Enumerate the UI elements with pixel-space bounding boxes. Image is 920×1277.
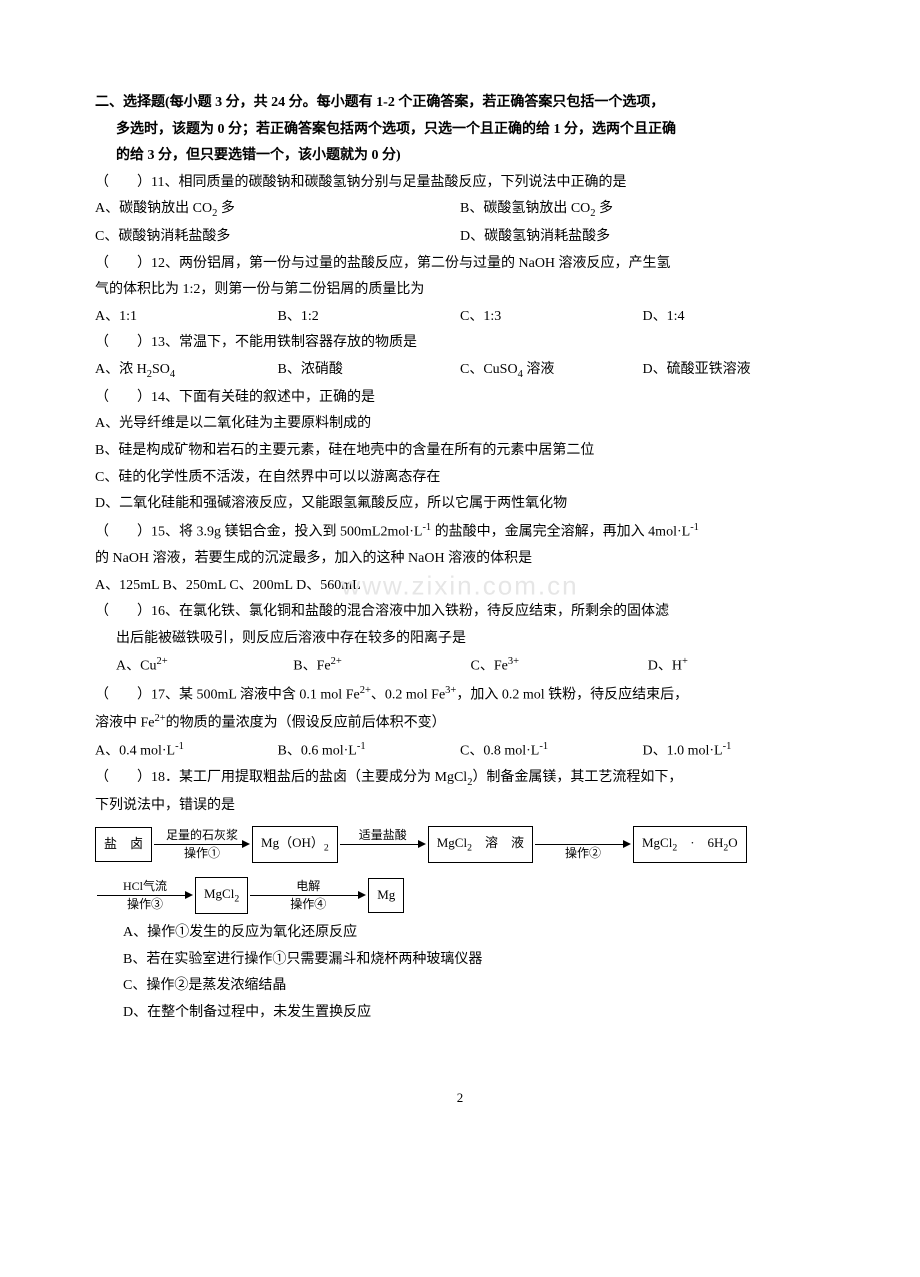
q12-optD: D、1:4 <box>643 304 826 331</box>
section-header-line1: 二、选择题(每小题 3 分，共 24 分。每小题有 1-2 个正确答案，若正确答… <box>95 90 825 117</box>
q17-optD: D、1.0 mol·L-1 <box>643 737 826 765</box>
q16-optB: B、Fe2+ <box>293 652 470 680</box>
q16-optC: C、Fe3+ <box>471 652 648 680</box>
q14-stem: （ ）14、下面有关硅的叙述中，正确的是 <box>95 385 825 412</box>
q15-stem2: 的 NaOH 溶液，若要生成的沉淀最多，加入的这种 NaOH 溶液的体积是 <box>95 546 825 573</box>
q17-optA: A、0.4 mol·L-1 <box>95 737 278 765</box>
flow-arrow-1: 足量的石灰浆 操作① <box>152 828 252 861</box>
q12-opts: A、1:1 B、1:2 C、1:3 D、1:4 <box>95 304 825 331</box>
q16-optA: A、Cu2+ <box>116 652 293 680</box>
flow-box-mgcl26h2o: MgCl2 · 6H2O <box>633 826 747 863</box>
q11-row1: A、碳酸钠放出 CO2 多 B、碳酸氢钠放出 CO2 多 <box>95 196 825 224</box>
q11-stem: （ ）11、相同质量的碳酸钠和碳酸氢钠分别与足量盐酸反应，下列说法中正确的是 <box>95 170 825 197</box>
flowchart-row1: 盐 卤 足量的石灰浆 操作① Mg（OH）2 适量盐酸 MgCl2 溶 液 操作… <box>95 826 825 863</box>
q12-stem2: 气的体积比为 1:2，则第一份与第二份铝屑的质量比为 <box>95 277 825 304</box>
q15-optB: B、250mL <box>163 578 226 593</box>
flow-arrow-3: 操作② <box>533 828 633 861</box>
q14-optB: B、硅是构成矿物和岩石的主要元素，硅在地壳中的含量在所有的元素中居第二位 <box>95 438 825 465</box>
page-number: 2 <box>95 1086 825 1111</box>
q15-stem1: （ ）15、将 3.9g 镁铝合金，投入到 500mL2mol·L-1 的盐酸中… <box>95 518 825 546</box>
q17-optC: C、0.8 mol·L-1 <box>460 737 643 765</box>
q12-optB: B、1:2 <box>278 304 461 331</box>
q16-stem2: 出后能被磁铁吸引，则反应后溶液中存在较多的阳离子是 <box>95 626 825 653</box>
flow-box-mgoh2: Mg（OH）2 <box>252 826 338 863</box>
q18-stem2: 下列说法中，错误的是 <box>95 793 825 820</box>
q18-optD: D、在整个制备过程中，未发生置换反应 <box>95 1000 825 1027</box>
q17-optB: B、0.6 mol·L-1 <box>278 737 461 765</box>
section-header-line3: 的给 3 分，但只要选错一个，该小题就为 0 分) <box>95 143 825 170</box>
q17-stem2: 溶液中 Fe2+的物质的量浓度为（假设反应前后体积不变） <box>95 709 825 737</box>
q12-optC: C、1:3 <box>460 304 643 331</box>
section-header-line2: 多选时，该题为 0 分；若正确答案包括两个选项，只选一个且正确的给 1 分，选两… <box>95 117 825 144</box>
q15-optA: A、125mL <box>95 578 159 593</box>
q13-optD: D、硫酸亚铁溶液 <box>643 357 826 385</box>
q15-optC: C、200mL <box>229 578 292 593</box>
q11-optC: C、碳酸钠消耗盐酸多 <box>95 224 460 251</box>
q14-optD: D、二氧化硅能和强碱溶液反应，又能跟氢氟酸反应，所以它属于两性氧化物 <box>95 491 825 518</box>
flowchart-row2: HCl气流 操作③ MgCl2 电解 操作④ Mg <box>95 877 825 914</box>
q13-optA: A、浓 H2SO4 <box>95 357 278 385</box>
q13-optB: B、浓硝酸 <box>278 357 461 385</box>
flow-arrow-4: HCl气流 操作③ <box>95 879 195 912</box>
flow-box-mgcl2sol: MgCl2 溶 液 <box>428 826 533 863</box>
flow-arrow-5: 电解 操作④ <box>248 879 368 912</box>
q12-stem1: （ ）12、两份铝屑，第一份与过量的盐酸反应，第二份与过量的 NaOH 溶液反应… <box>95 251 825 278</box>
q14-optA: A、光导纤维是以二氧化硅为主要原料制成的 <box>95 411 825 438</box>
q12-optA: A、1:1 <box>95 304 278 331</box>
q11-optA: A、碳酸钠放出 CO2 多 <box>95 196 460 224</box>
q18-optA: A、操作①发生的反应为氧化还原反应 <box>95 920 825 947</box>
q18-stem1: （ ）18．某工厂用提取粗盐后的盐卤（主要成分为 MgCl2）制备金属镁，其工艺… <box>95 765 825 793</box>
q16-stem1: （ ）16、在氯化铁、氯化铜和盐酸的混合溶液中加入铁粉，待反应结束，所剩余的固体… <box>95 599 825 626</box>
q13-stem: （ ）13、常温下，不能用铁制容器存放的物质是 <box>95 330 825 357</box>
q17-stem1: （ ）17、某 500mL 溶液中含 0.1 mol Fe2+、0.2 mol … <box>95 681 825 709</box>
flow-box-brine: 盐 卤 <box>95 827 152 862</box>
q11-optD: D、碳酸氢钠消耗盐酸多 <box>460 224 825 251</box>
q14-optC: C、硅的化学性质不活泼，在自然界中可以以游离态存在 <box>95 465 825 492</box>
q17-opts: A、0.4 mol·L-1 B、0.6 mol·L-1 C、0.8 mol·L-… <box>95 737 825 765</box>
q16-optD: D、H+ <box>648 652 825 680</box>
flow-box-mgcl2: MgCl2 <box>195 877 248 914</box>
q11-row2: C、碳酸钠消耗盐酸多 D、碳酸氢钠消耗盐酸多 <box>95 224 825 251</box>
q15-opts: A、125mL B、250mL C、200mL D、560mL <box>95 573 825 600</box>
q11-optB: B、碳酸氢钠放出 CO2 多 <box>460 196 825 224</box>
q18-optC: C、操作②是蒸发浓缩结晶 <box>95 973 825 1000</box>
q16-opts: A、Cu2+ B、Fe2+ C、Fe3+ D、H+ <box>95 652 825 680</box>
q13-optC: C、CuSO4 溶液 <box>460 357 643 385</box>
q18-optB: B、若在实验室进行操作①只需要漏斗和烧杯两种玻璃仪器 <box>95 947 825 974</box>
flow-box-mg: Mg <box>368 878 404 913</box>
q13-opts: A、浓 H2SO4 B、浓硝酸 C、CuSO4 溶液 D、硫酸亚铁溶液 <box>95 357 825 385</box>
flow-arrow-2: 适量盐酸 <box>338 828 428 861</box>
q15-optD: D、560mL <box>296 578 361 593</box>
